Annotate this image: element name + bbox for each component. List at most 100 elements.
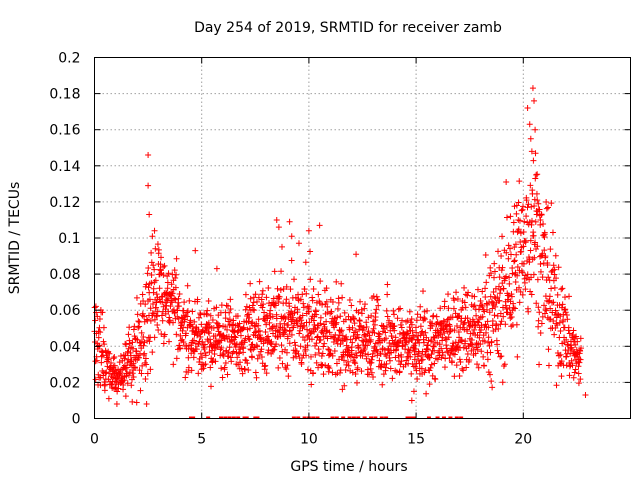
data-point [477, 298, 484, 305]
data-point [176, 291, 183, 298]
data-point [158, 312, 165, 319]
data-point [566, 372, 573, 379]
data-point [430, 343, 437, 350]
data-point [354, 331, 361, 338]
data-point [557, 360, 564, 367]
data-points [91, 85, 589, 419]
data-point [185, 369, 192, 376]
data-point [281, 326, 288, 333]
data-point [391, 322, 398, 329]
data-point [164, 285, 171, 292]
data-point [509, 265, 516, 272]
data-point [142, 301, 149, 308]
data-point [536, 361, 543, 368]
data-point [284, 333, 291, 340]
data-point [577, 347, 584, 354]
data-point [124, 348, 131, 355]
data-point [273, 216, 280, 223]
data-point [290, 324, 297, 331]
data-point [208, 347, 215, 354]
data-point [485, 324, 492, 331]
data-point [555, 264, 562, 271]
data-point [541, 302, 548, 309]
data-point [339, 294, 346, 301]
data-point [499, 379, 506, 386]
data-point [189, 308, 196, 315]
data-point [390, 307, 397, 314]
data-point [530, 157, 537, 164]
data-point [473, 312, 480, 319]
data-point [199, 338, 206, 345]
data-point [440, 326, 447, 333]
data-point [314, 333, 321, 340]
data-point [436, 341, 443, 348]
data-point [240, 324, 247, 331]
data-point [126, 340, 133, 347]
data-point [180, 324, 187, 331]
data-point [530, 271, 537, 278]
data-point [571, 369, 578, 376]
data-point [520, 260, 527, 267]
data-point [244, 360, 251, 367]
data-point [227, 306, 234, 313]
data-point [325, 346, 332, 353]
data-point [545, 298, 552, 305]
data-point [568, 357, 575, 364]
data-point [414, 336, 421, 343]
data-point [264, 315, 271, 322]
data-point [349, 351, 356, 358]
data-point [246, 304, 253, 311]
data-point [309, 297, 316, 304]
data-point [148, 271, 155, 278]
data-point [547, 305, 554, 312]
data-point [506, 280, 513, 287]
data-point [92, 376, 99, 383]
data-point [466, 356, 473, 363]
data-point [472, 350, 479, 357]
data-point [156, 285, 163, 292]
data-point [239, 370, 246, 377]
data-point [291, 276, 298, 283]
data-point [352, 371, 359, 378]
data-point [553, 382, 560, 389]
data-point [544, 314, 551, 321]
data-point [420, 288, 427, 295]
data-point [260, 301, 267, 308]
data-point [508, 313, 515, 320]
data-point [441, 364, 448, 371]
data-point [363, 323, 370, 330]
data-point [417, 314, 424, 321]
data-point [550, 317, 557, 324]
data-point [297, 343, 304, 350]
data-point [530, 232, 537, 239]
data-point [445, 291, 452, 298]
data-point [553, 275, 560, 282]
data-point [227, 296, 234, 303]
data-point [313, 359, 320, 366]
y-tick-label: 0.12 [49, 195, 80, 211]
data-point [317, 278, 324, 285]
data-point [514, 263, 521, 270]
data-point [296, 330, 303, 337]
data-point [206, 330, 213, 337]
data-point [498, 318, 505, 325]
data-point [517, 239, 524, 246]
data-point [459, 365, 466, 372]
data-point [177, 345, 184, 352]
axis-ticks [94, 57, 631, 419]
data-point [135, 318, 142, 325]
data-point [329, 369, 336, 376]
data-point [556, 319, 563, 326]
data-point [358, 368, 365, 375]
data-point [142, 375, 149, 382]
data-point [170, 361, 177, 368]
data-point [126, 369, 133, 376]
x-tick-label: 10 [300, 432, 318, 448]
data-point [464, 351, 471, 358]
data-point [507, 213, 514, 220]
data-point [151, 227, 158, 234]
data-point [190, 354, 197, 361]
data-point [222, 323, 229, 330]
data-point [226, 316, 233, 323]
data-point [558, 373, 565, 380]
